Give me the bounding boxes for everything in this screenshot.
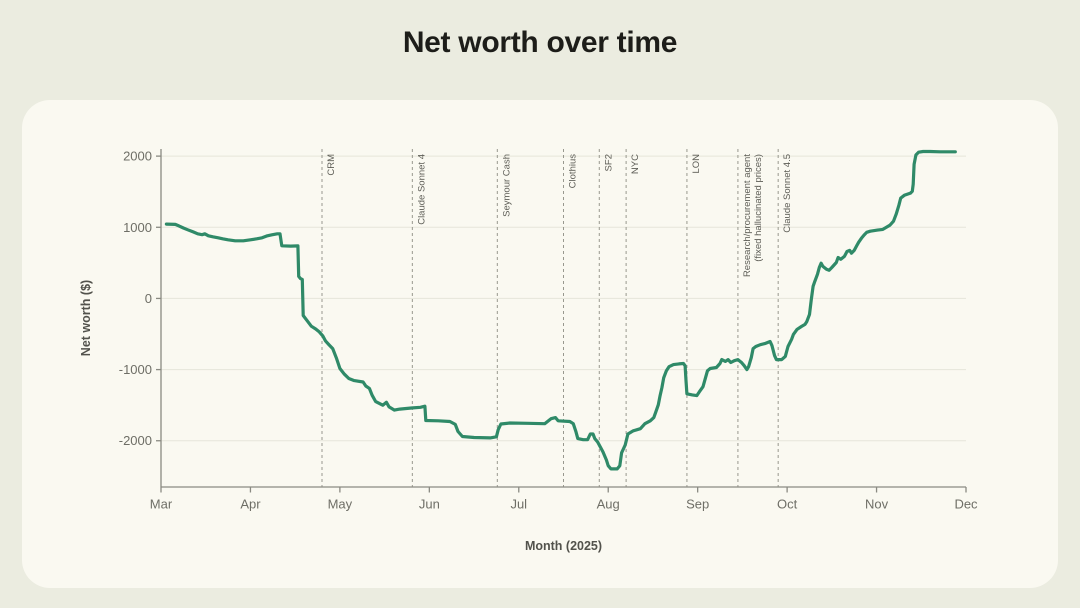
x-tick-label: Aug [597,497,620,512]
x-axis-title: Month (2025) [525,539,602,553]
x-tick-label: Mar [150,497,173,512]
annotation-label: SF2 [603,154,614,171]
annotation-label: (fixed hallucinated prices) [753,154,764,262]
net-worth-chart: CRM Claude Sonnet 4 Seymour Cash Clothius SF… [79,149,978,553]
y-axis-title: Net worth ($) [79,280,93,356]
x-tick-label: Jul [510,497,527,512]
x-tick-label: May [328,497,353,512]
y-tick-label: -1000 [119,362,152,377]
y-tick-label: -2000 [119,433,152,448]
x-tick-label: Dec [954,497,978,512]
y-tick-label: 2000 [123,149,152,164]
annotation-label: NYC [630,154,641,174]
annotation-label: LON [691,154,702,174]
annotation-label: Claude Sonnet 4 [416,154,427,225]
page-title: Net worth over time [402,26,678,59]
annotation-label: Research/procurement agent [742,154,753,277]
annotation-label: CRM [326,154,337,176]
y-tick-label: 1000 [123,220,152,235]
x-tick-label: Sep [686,497,709,512]
x-tick-label: Apr [240,497,261,512]
x-tick-label: Jun [419,497,440,512]
annotation-label: Claude Sonnet 4.5 [782,154,793,233]
y-tick-label: 0 [145,291,152,306]
net-worth-line [164,149,957,471]
chart-card: CRM Claude Sonnet 4 Seymour Cash Clothius SF… [22,100,1058,588]
annotation-label: Seymour Cash [501,154,512,217]
x-tick-label: Oct [777,497,798,512]
annotation-label: Clothius [568,154,579,189]
x-tick-label: Nov [865,497,889,512]
